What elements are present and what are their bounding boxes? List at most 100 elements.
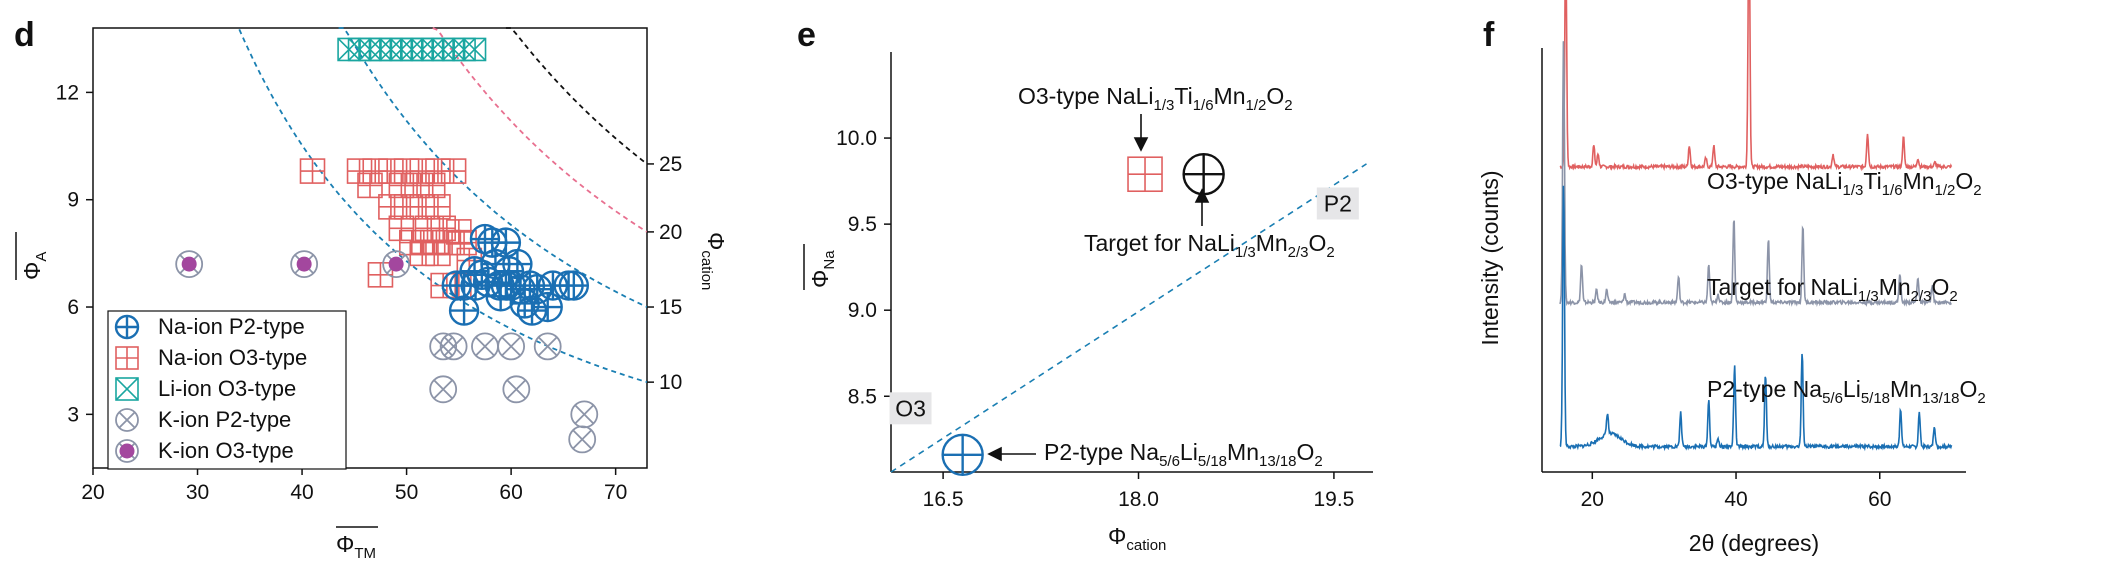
- d-y2label-sub: cation: [698, 250, 715, 290]
- legend-label-k-o3: K-ion O3-type: [158, 438, 294, 463]
- legend-box: [107, 310, 347, 470]
- p2-o3-boundary: [890, 163, 1367, 473]
- k-ion-p2-point-ring: [502, 375, 531, 404]
- panel-f-ticks: 20 40 60: [1581, 472, 1891, 511]
- k-ion-p2-point: [533, 332, 562, 361]
- d-xtick-label: 70: [604, 481, 627, 504]
- panel-d-ticks: 20 30 40 50 60 70 3 6 9 12: [56, 81, 628, 504]
- panel-d-contour-labels: 10 15 20 25: [647, 153, 682, 394]
- arrow-p2-head: [987, 446, 1002, 462]
- legend-marker-li-box: [115, 377, 139, 401]
- na-ion-p2-point: [448, 295, 480, 326]
- d-xlabel-phi: Φ: [336, 531, 354, 557]
- svg-text:ΦNa: ΦNa: [807, 250, 838, 288]
- e-point-black: [1182, 153, 1225, 196]
- legend-marker-kfill: [119, 443, 135, 459]
- k-ion-p2-point-ring: [429, 375, 458, 404]
- e-annotation-target: Target for NaLi1/3Mn2/3O2: [1084, 230, 1335, 261]
- f-ylabel: Intensity (counts): [1477, 170, 1503, 345]
- legend-marker-o3: [115, 346, 139, 370]
- panel-d-ylabel: ΦA: [15, 232, 50, 280]
- panel-f: 20 40 60 O3-type NaLi1/3Ti1/6Mn1/2O2 Targe…: [1477, 0, 1986, 556]
- f-xtick-label: 20: [1581, 488, 1604, 511]
- na-ion-o3-point: [425, 240, 451, 267]
- panel-e-regions: P2 O3: [889, 187, 1359, 425]
- contour-15: [338, 27, 648, 308]
- k-ion-p2-point-ring: [497, 332, 526, 361]
- e-xtick-label: 16.5: [923, 488, 964, 511]
- k-ion-o3-point: [181, 256, 197, 272]
- e-xtick-label: 19.5: [1313, 488, 1354, 511]
- k-ion-p2-point-d2: [433, 336, 454, 357]
- li-ion-o3-point-box: [462, 37, 487, 62]
- e-point-o3: [1127, 156, 1163, 193]
- region-p2-label: P2: [1324, 190, 1352, 216]
- d-y2tick-label: 25: [659, 153, 682, 176]
- e-ytick-label: 8.5: [848, 385, 877, 408]
- e-ylabel-sub: Na: [821, 250, 838, 270]
- panel-e: 16.5 18.0 19.5 8.5 9.0 9.5 10.0 P2 O3 O3-type …: [803, 52, 1373, 554]
- region-o3-label: O3: [895, 395, 926, 421]
- d-y2tick-label: 20: [659, 221, 682, 244]
- na-ion-o3-point: [357, 172, 383, 199]
- f-label-o3: O3-type NaLi1/3Ti1/6Mn1/2O2: [1707, 168, 1982, 199]
- panel-d-frame: [92, 27, 648, 469]
- f-xlabel: 2θ (degrees): [1689, 530, 1819, 556]
- na-ion-o3-point: [446, 219, 472, 245]
- contour-25: [505, 27, 648, 165]
- legend-marker-k: [115, 408, 139, 432]
- f-label-target: Target for NaLi1/3Mn2/3O2: [1707, 274, 1958, 305]
- k-ion-p2-point-ring: [290, 250, 319, 278]
- legend-label-li: Li-ion O3-type: [158, 376, 296, 401]
- d-ytick-label: 12: [56, 81, 79, 104]
- k-ion-p2-point-ring: [382, 250, 411, 278]
- na-ion-o3-point: [299, 158, 326, 184]
- e-arrows: [987, 114, 1210, 462]
- d-ytick-label: 9: [67, 189, 79, 212]
- k-ion-p2-point: [439, 332, 468, 361]
- k-ion-o3-point-dot: [296, 256, 312, 272]
- k-ion-p2-point: [502, 375, 531, 404]
- k-ion-p2-point: [429, 332, 458, 361]
- panel-label-d: d: [14, 16, 35, 54]
- d-y2tick-label: 15: [659, 296, 682, 319]
- f-xtick-label: 40: [1724, 488, 1747, 511]
- svg-text:Φcation: Φcation: [698, 232, 729, 290]
- k-ion-p2-point: [570, 400, 599, 429]
- panel-d: 20 30 40 50 60 70 3 6 9 12 10 15 20 25 Na-ion P2-typ…: [15, 27, 729, 562]
- k-ion-p2-point: [568, 425, 597, 454]
- na-ion-p2-point: [558, 270, 590, 301]
- k-ion-p2-point-ring: [429, 332, 458, 361]
- li-ion-o3-point-d2: [462, 37, 487, 62]
- k-ion-p2-point-d2: [443, 336, 464, 357]
- k-ion-p2-point-d2: [474, 336, 495, 357]
- panel-d-xlabel: ΦTM: [336, 526, 378, 562]
- e-xtick-label: 18.0: [1118, 488, 1159, 511]
- region-p2-box: [1316, 187, 1359, 220]
- xrd-pattern-1: [1559, 41, 1952, 308]
- f-xtick-label: 60: [1868, 488, 1891, 511]
- k-ion-p2-point-ring: [568, 425, 597, 454]
- panel-e-ticks: 16.5 18.0 19.5 8.5 9.0 9.5 10.0: [836, 127, 1354, 511]
- k-ion-p2-point-ring: [533, 332, 562, 361]
- arrow-o3-head: [1133, 137, 1149, 152]
- panel-d-legend: Na-ion P2-type Na-ion O3-type Li-ion O3-…: [107, 310, 347, 470]
- k-ion-p2-point-d2: [537, 336, 558, 357]
- svg-text:ΦA: ΦA: [19, 252, 50, 280]
- na-ion-o3-point: [440, 158, 467, 184]
- k-ion-p2-point-ring: [175, 250, 204, 278]
- panel-label-f: f: [1483, 16, 1495, 54]
- legend-label-o3: Na-ion O3-type: [158, 345, 307, 370]
- d-y2label-phi: Φ: [703, 232, 729, 250]
- k-ion-o3-point: [388, 256, 404, 272]
- arrow-target-head: [1194, 188, 1210, 203]
- d-xtick-label: 60: [499, 481, 522, 504]
- e-ytick-label: 9.0: [848, 299, 877, 322]
- na-ion-p2-point: [516, 295, 548, 326]
- k-ion-p2-point-d2: [572, 429, 593, 450]
- k-ion-p2-point: [471, 332, 499, 361]
- panel-d-points: [175, 37, 599, 454]
- e-ylabel-phi: Φ: [807, 270, 833, 288]
- legend-marker-kfill-ring: [115, 439, 139, 463]
- d-ylabel-phi: Φ: [19, 262, 45, 280]
